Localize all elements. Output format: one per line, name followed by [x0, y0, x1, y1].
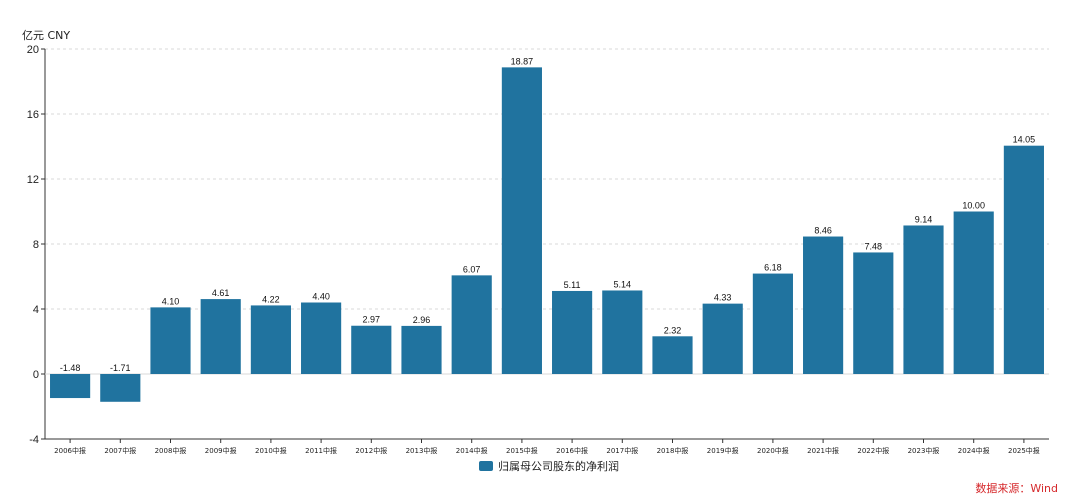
data-label: 5.11 [564, 280, 581, 290]
y-axis-unit-label: 亿元 CNY [22, 29, 71, 42]
data-label: 2.96 [413, 315, 431, 325]
x-tick-label: 2017中报 [606, 446, 638, 455]
data-label: 4.40 [312, 292, 330, 302]
bar [501, 67, 542, 375]
legend: 归属母公司股东的净利润 [479, 458, 619, 474]
data-label: 2.97 [363, 315, 381, 325]
x-tick-label: 2008中报 [155, 446, 187, 455]
bar [803, 236, 844, 374]
x-tick-label: 2024中报 [958, 446, 990, 455]
x-tick-label: 2011中报 [305, 446, 337, 455]
data-label: 4.33 [714, 293, 732, 303]
bar [451, 275, 492, 374]
data-label: 10.00 [962, 201, 985, 211]
data-label: 18.87 [511, 56, 534, 66]
data-label: 6.18 [764, 263, 782, 273]
bar [100, 374, 141, 402]
x-tick-label: 2020中报 [757, 446, 789, 455]
bar [1003, 145, 1044, 374]
y-tick-label: 20 [27, 44, 39, 56]
data-label: -1.48 [60, 363, 81, 373]
x-tick-label: 2018中报 [657, 446, 689, 455]
x-tick-label: 2014中报 [456, 446, 488, 455]
data-label: 4.10 [162, 296, 180, 306]
data-label: 7.48 [865, 241, 883, 251]
legend-label: 归属母公司股东的净利润 [498, 460, 619, 473]
x-tick-label: 2006中报 [54, 446, 86, 455]
x-tick-label: 2023中报 [908, 446, 940, 455]
data-label: 9.14 [915, 214, 933, 224]
y-tick-label: 12 [27, 174, 39, 186]
data-label: 2.32 [664, 325, 682, 335]
bar [652, 336, 693, 374]
data-label: 14.05 [1013, 135, 1036, 145]
x-tick-label: 2013中报 [406, 446, 438, 455]
data-label: 6.07 [463, 264, 481, 274]
y-tick-label: -4 [29, 434, 39, 446]
data-label: 8.46 [814, 226, 832, 236]
bar [401, 325, 442, 374]
y-tick-label: 16 [27, 109, 39, 121]
legend-swatch [479, 461, 493, 471]
bar [552, 290, 593, 374]
bar [50, 374, 91, 399]
x-tick-label: 2007中报 [104, 446, 136, 455]
x-tick-label: 2021中报 [807, 446, 839, 455]
x-tick-label: 2022中报 [857, 446, 889, 455]
bar [150, 307, 191, 374]
bar [602, 290, 643, 374]
x-tick-label: 2010中报 [255, 446, 287, 455]
x-tick-label: 2012中报 [355, 446, 387, 455]
data-label: 5.14 [614, 279, 632, 289]
source-note: 数据来源：Wind [975, 482, 1058, 495]
x-tick-label: 2025中报 [1008, 446, 1040, 455]
bar [903, 225, 944, 374]
bar [853, 252, 894, 374]
x-tick-label: 2015中报 [506, 446, 538, 455]
data-label: -1.71 [110, 363, 131, 373]
y-tick-label: 4 [33, 304, 39, 316]
x-tick-label: 2016中报 [556, 446, 588, 455]
y-tick-label: 8 [33, 239, 39, 251]
bar [351, 325, 392, 374]
bar [752, 273, 793, 374]
bar [953, 211, 994, 374]
x-tick-label: 2009中报 [205, 446, 237, 455]
data-label: 4.61 [212, 288, 230, 298]
x-tick-label: 2019中报 [707, 446, 739, 455]
data-label: 4.22 [262, 294, 280, 304]
bar [200, 299, 241, 374]
y-tick-label: 0 [33, 369, 39, 381]
bar [250, 305, 291, 374]
bar [702, 303, 743, 374]
bar [301, 302, 342, 374]
